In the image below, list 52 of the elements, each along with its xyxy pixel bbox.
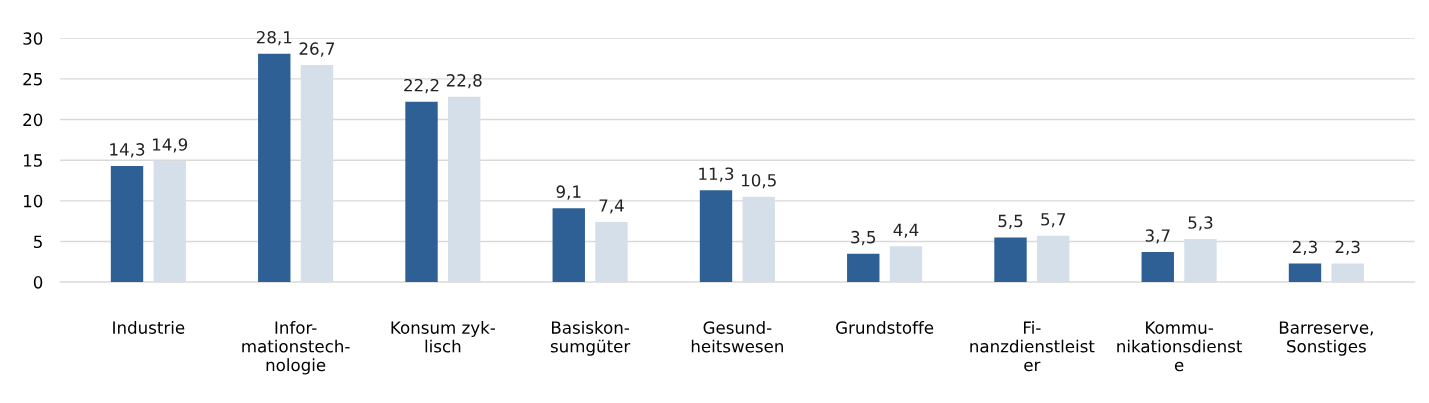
bar: [448, 96, 481, 283]
data-label: 28,1: [256, 30, 292, 46]
bar: [1037, 235, 1070, 283]
data-label: 9,1: [556, 185, 581, 200]
bar: [1288, 263, 1322, 283]
bar: [1331, 263, 1364, 283]
data-label: 22,8: [446, 74, 482, 89]
y-tick-label: 15: [23, 154, 42, 167]
x-tick-label: Grundstoffe: [836, 320, 934, 334]
data-label: 5,5: [998, 214, 1023, 229]
x-tick-label: Kommu- nikationsdienst e: [1117, 321, 1243, 372]
data-label: 4,4: [893, 223, 919, 238]
data-label: 2,3: [1292, 240, 1317, 255]
bar: [595, 221, 628, 283]
y-tick-label: 10: [23, 194, 43, 208]
bar: [552, 208, 585, 283]
data-label: 26,7: [299, 42, 335, 57]
data-label: 5,7: [1041, 213, 1066, 228]
y-tick-label: 0: [33, 276, 43, 289]
x-tick-label: Gesund- heitswesen: [691, 320, 783, 353]
bar: [1184, 239, 1217, 283]
y-tick-label: 30: [23, 32, 43, 45]
y-tick-label: 25: [23, 72, 42, 86]
data-label: 2,3: [1335, 240, 1360, 255]
data-label: 10,5: [741, 173, 776, 189]
bar: [405, 101, 438, 283]
x-tick-label: Fi- nanzdienstleist er: [970, 320, 1095, 372]
data-label: 11,3: [699, 167, 734, 182]
bar: [994, 237, 1027, 283]
data-label: 3,5: [851, 230, 876, 246]
bar: [847, 253, 880, 283]
data-label: 22,2: [404, 78, 439, 94]
x-tick-label: Infor- mationstech- nologie: [242, 320, 350, 375]
bar: [699, 190, 733, 283]
bar: [153, 161, 186, 283]
bar: [889, 246, 923, 283]
bar: [742, 196, 775, 283]
y-tick-label: 20: [23, 113, 43, 127]
data-label: 3,7: [1145, 229, 1170, 244]
bar: [110, 165, 144, 283]
data-label: 7,4: [599, 199, 624, 214]
x-tick-label: Basiskon- sumgüter: [550, 320, 631, 356]
x-tick-label: Industrie: [113, 320, 185, 334]
x-tick-label: Barreserve, Sonstiges: [1279, 321, 1373, 356]
bar: [300, 65, 334, 283]
bar: [258, 53, 291, 283]
x-tick-label: Konsum zyk- lisch: [391, 320, 496, 353]
y-tick-label: 5: [34, 235, 42, 249]
data-label: 14,3: [110, 143, 145, 158]
bar: [1141, 252, 1174, 283]
data-label: 14,9: [152, 138, 188, 153]
data-label: 5,3: [1188, 216, 1213, 231]
